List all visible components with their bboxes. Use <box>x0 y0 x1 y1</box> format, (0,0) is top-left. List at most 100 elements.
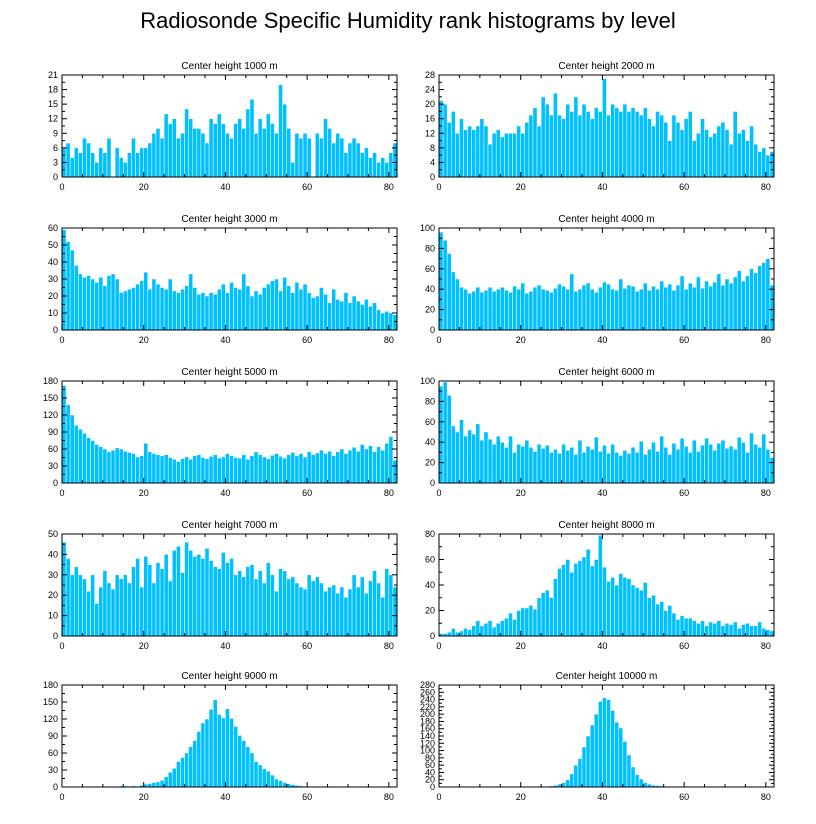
y-tick-label: 60 <box>48 748 58 758</box>
histogram-bar <box>757 151 762 178</box>
histogram-bar <box>471 290 477 331</box>
histogram-bar <box>355 586 361 637</box>
histogram-bar <box>90 440 95 484</box>
histogram-bar <box>249 455 255 484</box>
histogram-bar <box>380 449 386 484</box>
histogram-bar <box>319 137 324 178</box>
panel-title: Center height 6000 m <box>558 367 654 378</box>
histogram-bar <box>172 118 177 178</box>
histogram-bar <box>622 103 628 178</box>
histogram-bar <box>176 292 181 331</box>
y-tick-label: 20 <box>425 99 435 109</box>
histogram-bar <box>692 286 697 331</box>
histogram-bar <box>704 625 709 637</box>
histogram-bar <box>151 582 157 637</box>
x-tick-label: 40 <box>220 488 230 498</box>
chart-panel-7: Center height 7000 m 0 20 40 60 80 0 10 20 30 40 50 <box>48 520 398 651</box>
histogram-bar <box>589 449 595 484</box>
x-tick-label: 40 <box>597 488 607 498</box>
histogram-bar <box>724 448 730 484</box>
histogram-bar <box>351 574 357 637</box>
histogram-bar <box>184 108 189 178</box>
histogram-bar <box>438 100 444 178</box>
histogram-bar <box>528 447 534 484</box>
histogram-bar <box>512 285 517 331</box>
histogram-bar <box>638 114 644 178</box>
histogram-bar <box>716 125 722 178</box>
histogram-bar <box>647 449 652 484</box>
histogram-bar <box>749 432 754 484</box>
histogram-bar <box>184 752 189 788</box>
histogram-bar <box>451 628 456 637</box>
histogram-bar <box>544 103 550 178</box>
histogram-bar <box>708 443 713 484</box>
histogram-bar <box>573 290 579 331</box>
x-tick-label: 60 <box>302 488 312 498</box>
histogram-bar <box>192 455 198 484</box>
histogram-bar <box>359 304 365 331</box>
histogram-bar <box>131 453 136 484</box>
histogram-bar <box>106 137 112 178</box>
histogram-bar <box>745 623 750 637</box>
y-tick-label: 4 <box>430 157 435 167</box>
histogram-bar <box>679 275 685 331</box>
histogram-bar <box>663 286 669 331</box>
histogram-bar <box>90 278 95 331</box>
histogram-bar <box>749 125 754 178</box>
histogram-bar <box>384 162 390 178</box>
histogram-bar <box>147 142 153 178</box>
histogram-bar <box>266 770 271 788</box>
y-tick-label: 60 <box>48 223 58 233</box>
histogram-bar <box>245 108 251 178</box>
histogram-bar <box>626 754 632 788</box>
histogram-bar <box>176 461 181 484</box>
histogram-bar <box>769 457 775 484</box>
histogram-bar <box>565 450 570 484</box>
histogram-bar <box>249 564 255 637</box>
y-tick-label: 40 <box>425 580 435 590</box>
histogram-bar <box>598 451 603 484</box>
histogram-bar <box>475 286 481 331</box>
y-tick-label: 160 <box>420 724 435 734</box>
histogram-bar <box>216 568 222 637</box>
histogram-bar <box>765 449 771 484</box>
y-tick-label: 60 <box>425 417 435 427</box>
histogram-bar <box>261 287 267 331</box>
histogram-bar <box>618 727 624 788</box>
histogram-bar <box>94 162 100 178</box>
histogram-bar <box>315 295 320 331</box>
x-tick-label: 20 <box>516 641 526 651</box>
histogram-bar <box>315 452 320 484</box>
histogram-bar <box>618 573 624 637</box>
histogram-bar <box>249 295 255 331</box>
panel-title: Center height 2000 m <box>558 61 654 72</box>
histogram-bar <box>606 283 611 331</box>
histogram-bar <box>253 290 259 331</box>
histogram-bar <box>732 276 738 331</box>
histogram-bar <box>245 746 251 788</box>
histogram-bar <box>753 443 758 484</box>
histogram-bar <box>602 445 607 484</box>
histogram-bar <box>553 287 558 331</box>
x-tick-label: 60 <box>302 792 312 802</box>
histogram-bar <box>585 111 591 178</box>
histogram-bar <box>351 447 357 484</box>
histogram-bar <box>516 288 521 331</box>
y-tick-label: 150 <box>43 393 58 403</box>
histogram-bar <box>376 309 381 331</box>
histogram-bar <box>524 607 530 637</box>
y-tick-label: 40 <box>425 284 435 294</box>
histogram-bar <box>512 133 517 178</box>
histogram-bar <box>323 118 328 178</box>
histogram-bar <box>643 582 648 637</box>
histogram-bar <box>581 103 587 178</box>
histogram-bar <box>200 722 206 788</box>
histogram-bar <box>323 294 328 331</box>
histogram-bar <box>257 118 263 178</box>
histogram-bar <box>90 152 95 178</box>
histogram-bar <box>364 299 369 331</box>
histogram-bar <box>728 282 734 331</box>
y-tick-label: 30 <box>48 765 58 775</box>
histogram-bar <box>188 746 193 788</box>
histogram-bar <box>241 740 247 788</box>
